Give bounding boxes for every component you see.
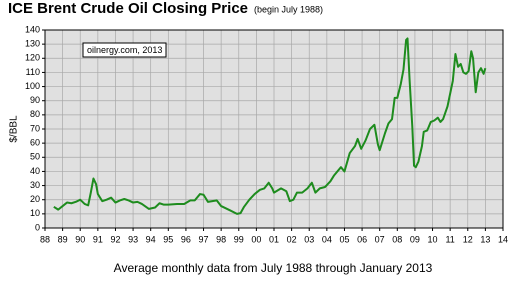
- y-tick-label: 0: [35, 222, 40, 232]
- x-tick-label: 98: [216, 234, 226, 244]
- x-tick-label: 91: [93, 234, 103, 244]
- x-tick-label: 96: [181, 234, 191, 244]
- chart-subtitle: (begin July 1988): [254, 4, 323, 14]
- annotation: oilnergy.com, 2013: [87, 45, 162, 55]
- x-tick-label: 08: [392, 234, 402, 244]
- y-tick-label: 120: [25, 53, 40, 63]
- plot-frame: [44, 29, 504, 229]
- y-tick-label: 100: [25, 81, 40, 91]
- x-tick-label: 97: [199, 234, 209, 244]
- x-tick-label: 04: [322, 234, 332, 244]
- x-tick-label: 88: [40, 234, 50, 244]
- x-tick-label: 05: [339, 234, 349, 244]
- y-tick-label: 60: [30, 138, 40, 148]
- y-axis-label: $/BBL: [9, 115, 20, 143]
- chart-title: ICE Brent Crude Oil Closing Price: [8, 0, 248, 17]
- x-tick-label: 07: [375, 234, 385, 244]
- y-tick-label: 140: [25, 24, 40, 34]
- price-line: [53, 37, 487, 215]
- y-tick-label: 70: [30, 123, 40, 133]
- y-tick-label: 40: [30, 166, 40, 176]
- y-tick-label: 130: [25, 39, 40, 49]
- x-tick-label: 12: [463, 234, 473, 244]
- x-tick-label: 14: [498, 234, 508, 244]
- x-tick-label: 93: [128, 234, 138, 244]
- x-tick-label: 89: [58, 234, 68, 244]
- y-tick-label: 110: [26, 67, 40, 77]
- x-axis-label: Average monthly data from July 1988 thro…: [114, 261, 433, 275]
- y-tick-label: 50: [30, 152, 40, 162]
- y-tick-label: 20: [30, 194, 40, 204]
- y-tick-label: 80: [30, 109, 40, 119]
- x-tick-label: 94: [146, 234, 156, 244]
- x-tick-label: 01: [269, 234, 279, 244]
- y-tick-label: 30: [30, 180, 40, 190]
- x-tick-label: 99: [234, 234, 244, 244]
- x-tick-label: 06: [357, 234, 367, 244]
- x-tick-label: 09: [410, 234, 420, 244]
- x-tick-label: 13: [480, 234, 490, 244]
- x-tick-label: 00: [251, 234, 261, 244]
- x-tick-label: 02: [287, 234, 297, 244]
- x-tick-label: 95: [163, 234, 173, 244]
- x-tick-label: 92: [110, 234, 120, 244]
- x-tick-label: 11: [445, 234, 454, 244]
- x-tick-label: 10: [428, 234, 438, 244]
- annotation-box: [82, 42, 167, 58]
- x-tick-label: 90: [75, 234, 85, 244]
- x-tick-label: 03: [304, 234, 314, 244]
- y-tick-label: 10: [30, 208, 40, 218]
- y-tick-label: 90: [30, 95, 40, 105]
